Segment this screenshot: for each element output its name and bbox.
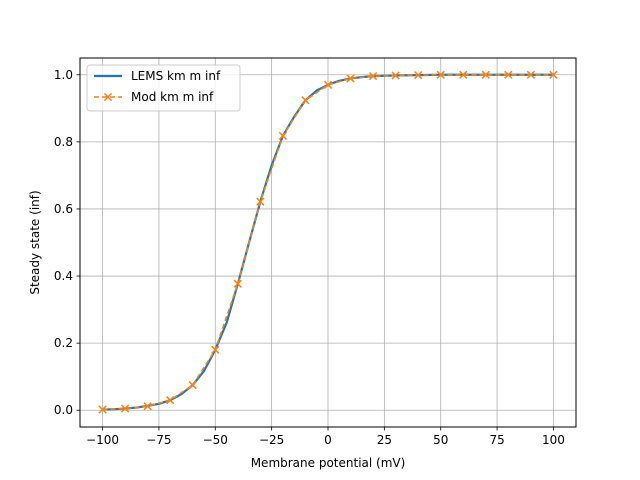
y-tick-label: 0.0 bbox=[54, 403, 73, 417]
data-point-mod bbox=[120, 404, 130, 413]
y-tick-label: 0.8 bbox=[54, 135, 73, 149]
data-point-mod bbox=[256, 197, 265, 206]
data-point-mod bbox=[391, 71, 400, 80]
x-tick-label: 75 bbox=[489, 433, 504, 447]
data-point-mod bbox=[414, 70, 423, 80]
x-tick-label: 50 bbox=[433, 433, 448, 447]
x-tick-label: −100 bbox=[86, 433, 119, 447]
legend-box bbox=[86, 64, 241, 112]
y-axis-label: Steady state (inf) bbox=[28, 190, 42, 294]
legend: LEMS km m inf Mod km m inf bbox=[86, 64, 241, 112]
data-point-mod bbox=[481, 70, 490, 79]
ticks: −100 −75 −50 −25 0 25 50 75 100 0.0 0.2 0.4 0.6 0.8 1.… bbox=[54, 68, 565, 447]
data-point-mod bbox=[166, 396, 175, 405]
x-axis-label: Membrane potential (mV) bbox=[251, 456, 406, 470]
data-point-mod bbox=[436, 70, 445, 79]
data-point-mod bbox=[459, 70, 468, 79]
data-point-mod bbox=[323, 80, 333, 89]
legend-label-lems: LEMS km m inf bbox=[131, 69, 221, 83]
legend-label-mod: Mod km m inf bbox=[131, 90, 214, 104]
data-point-mod bbox=[211, 345, 220, 354]
data-point-mod bbox=[143, 402, 152, 411]
data-point-mod bbox=[278, 131, 288, 140]
legend-marker-mod bbox=[103, 92, 113, 102]
grid bbox=[80, 58, 576, 427]
x-tick-label: 0 bbox=[324, 433, 332, 447]
plot-series bbox=[98, 70, 558, 414]
data-point-mod bbox=[526, 70, 536, 79]
y-tick-label: 0.6 bbox=[54, 202, 73, 216]
series-line-lems bbox=[102, 73, 554, 411]
data-point-mod bbox=[346, 74, 355, 83]
y-tick-label: 1.0 bbox=[54, 68, 73, 82]
x-tick-label: −75 bbox=[146, 433, 171, 447]
data-point-mod bbox=[368, 71, 378, 81]
data-point-mod bbox=[504, 70, 513, 79]
data-point-mod bbox=[301, 96, 310, 105]
data-point-mod bbox=[98, 405, 107, 414]
y-tick-label: 0.4 bbox=[54, 269, 73, 283]
x-tick-label: 25 bbox=[377, 433, 392, 447]
x-tick-label: −25 bbox=[259, 433, 284, 447]
data-point-mod bbox=[549, 70, 558, 79]
x-tick-label: −50 bbox=[203, 433, 228, 447]
data-point-mod bbox=[188, 380, 197, 390]
y-tick-label: 0.2 bbox=[54, 336, 73, 350]
data-point-mod bbox=[233, 279, 242, 288]
x-tick-label: 100 bbox=[542, 433, 565, 447]
